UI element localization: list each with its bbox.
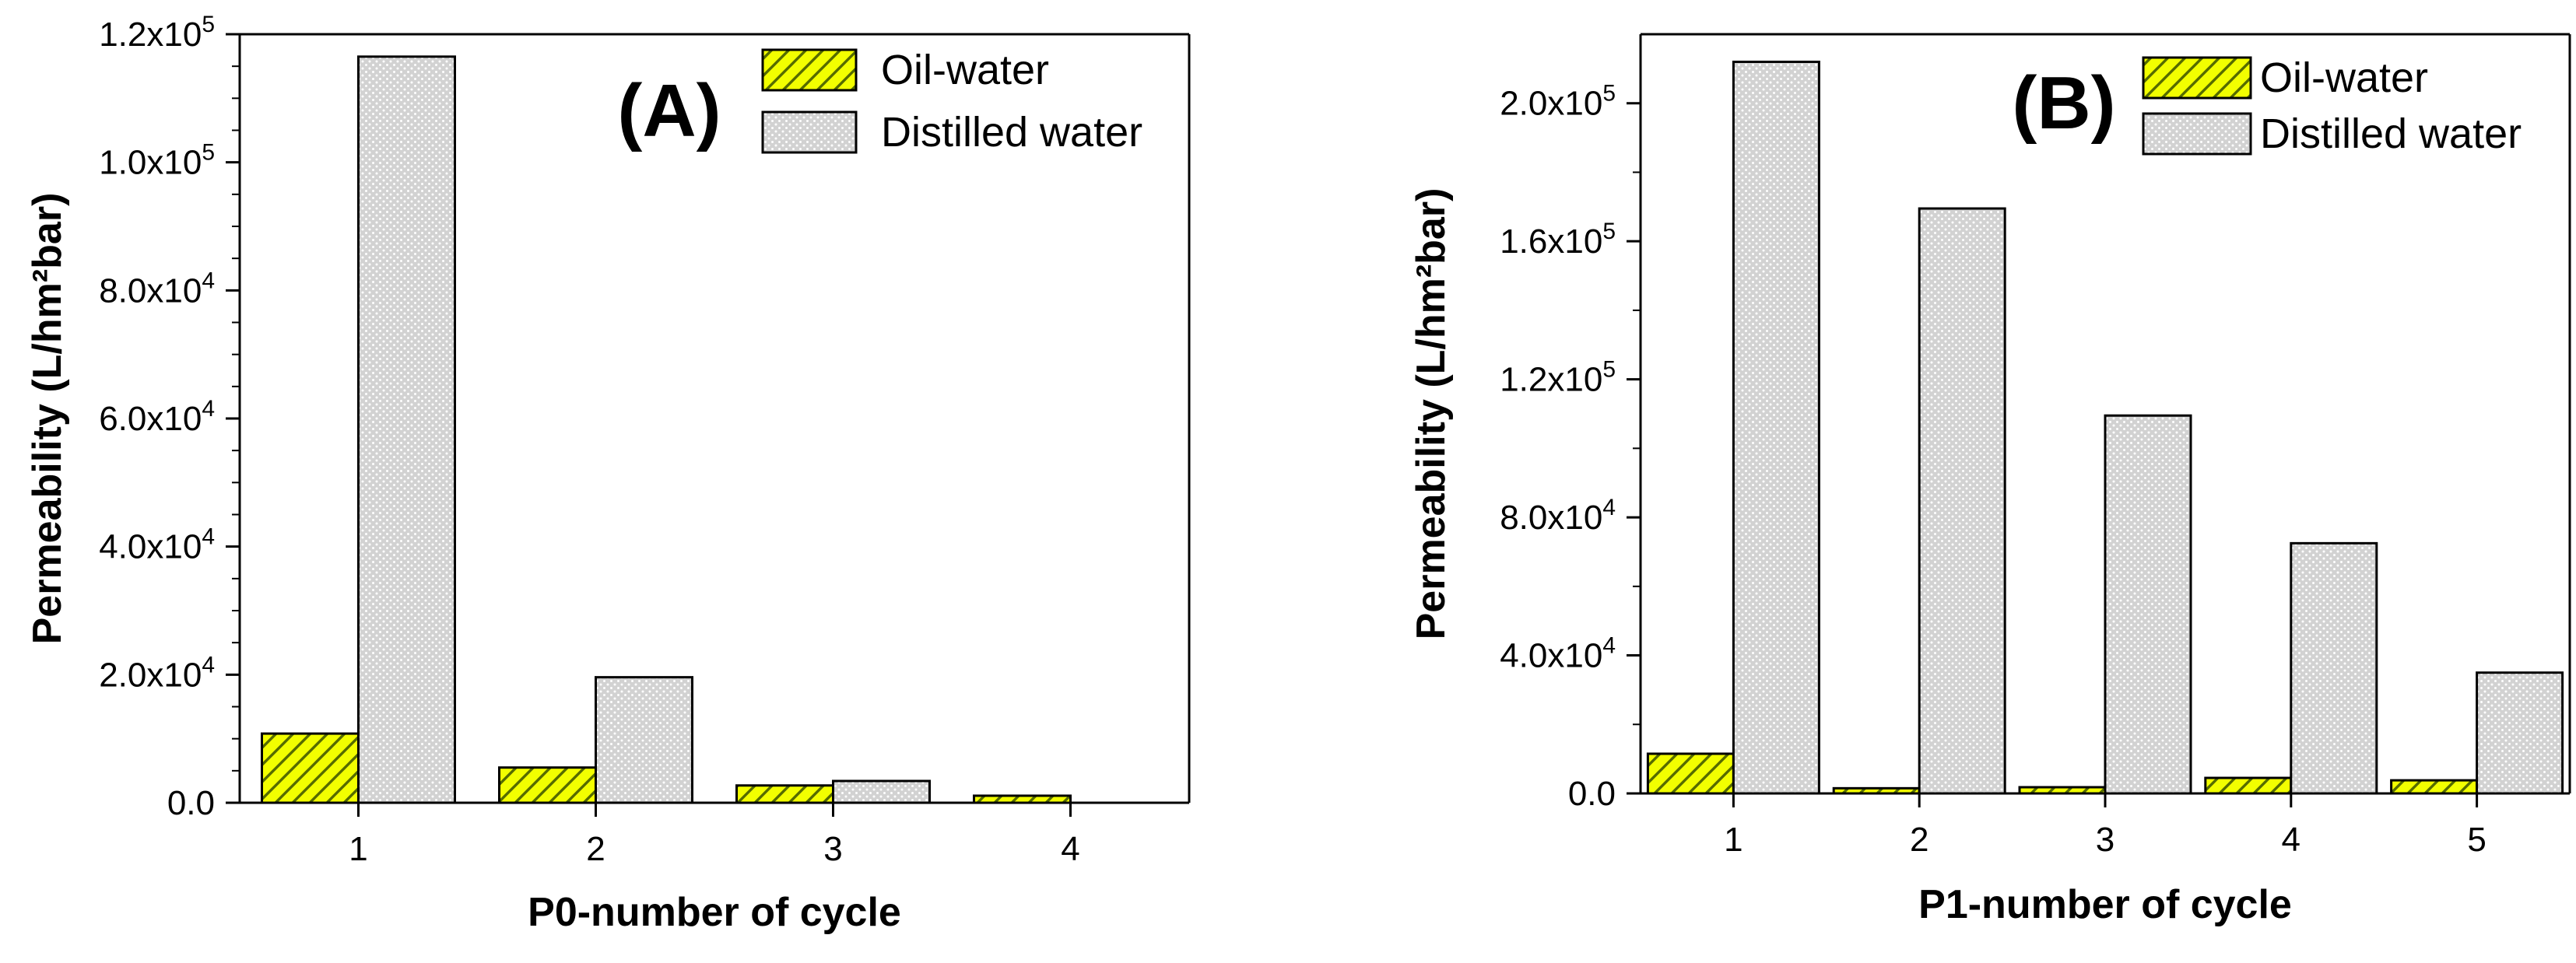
- x-tick-label: 3: [823, 830, 842, 868]
- bar-oil-water-cycle-1: [261, 732, 360, 804]
- x-tick-label: 1: [349, 830, 367, 868]
- y-axis-title: Permeability (L/hm²bar): [1409, 188, 1454, 640]
- y-tick-exponent: 5: [1602, 81, 1616, 107]
- y-tick-exponent: 5: [1602, 357, 1616, 383]
- y-tick-exponent: 4: [202, 524, 215, 550]
- y-tick-mantissa: 1.2x10: [99, 16, 202, 54]
- legend-label-distilled-water: Distilled water: [2260, 110, 2522, 157]
- y-tick-label: 1.6x105: [1500, 219, 1616, 261]
- y-tick-label: 2.0x105: [1500, 81, 1616, 123]
- y-tick-label: 8.0x104: [99, 268, 215, 310]
- y-tick-label: 8.0x104: [1500, 495, 1616, 537]
- y-tick-mantissa: 8.0x10: [1500, 499, 1602, 537]
- bar-distilled-water-cycle-2: [1918, 207, 2006, 795]
- bar-oil-water-cycle-5: [2390, 779, 2479, 795]
- y-tick-exponent: 4: [202, 268, 215, 293]
- panel-label: (B): [2012, 61, 2115, 145]
- x-axis-title: P0-number of cycle: [528, 890, 901, 935]
- x-tick-label: 5: [2467, 821, 2486, 859]
- bar-oil-water-cycle-1: [1646, 752, 1735, 795]
- y-axis-title: Permeability (L/hm²bar): [25, 193, 70, 645]
- y-tick-mantissa: 2.0x10: [99, 656, 202, 694]
- y-tick-exponent: 5: [202, 12, 215, 37]
- y-tick-label: 4.0x104: [99, 524, 215, 566]
- y-tick-label: 4.0x104: [1500, 633, 1616, 675]
- x-axis-title: P1-number of cycle: [1918, 882, 2292, 927]
- x-tick-label: 4: [1061, 830, 1079, 868]
- y-tick-mantissa: 1.0x10: [99, 144, 202, 182]
- panel-label: (A): [617, 69, 721, 152]
- legend-swatch-oil-water: [761, 48, 858, 92]
- legend-swatch-oil-water: [2142, 56, 2252, 100]
- y-tick-label: 2.0x104: [99, 652, 215, 694]
- x-tick-label: 1: [1724, 821, 1742, 859]
- y-tick-mantissa: 1.2x10: [1500, 361, 1602, 399]
- y-tick-exponent: 4: [202, 396, 215, 422]
- bar-distilled-water-cycle-3: [2104, 414, 2192, 795]
- bar-distilled-water-cycle-5: [2476, 671, 2564, 795]
- legend-swatch-distilled-water: [2142, 112, 2252, 156]
- y-tick-exponent: 5: [202, 140, 215, 166]
- y-tick-exponent: 4: [1602, 633, 1616, 659]
- y-tick-mantissa: 2.0x10: [1500, 85, 1602, 123]
- bar-distilled-water-cycle-3: [832, 779, 931, 804]
- y-tick-exponent: 4: [1602, 495, 1616, 520]
- bar-distilled-water-cycle-1: [1732, 60, 1820, 795]
- y-tick-mantissa: 0.0: [1568, 775, 1616, 813]
- x-tick-label: 4: [2282, 821, 2301, 859]
- x-tick-label: 3: [2096, 821, 2114, 859]
- y-tick-mantissa: 1.6x10: [1500, 222, 1602, 261]
- legend-label-oil-water: Oil-water: [2260, 54, 2428, 101]
- bar-oil-water-cycle-3: [735, 784, 834, 804]
- y-tick-label: 1.2x105: [1500, 357, 1616, 399]
- y-tick-label: 0.0: [1568, 775, 1616, 813]
- y-tick-label: 6.0x104: [99, 396, 215, 438]
- y-tick-exponent: 5: [1602, 219, 1616, 244]
- legend-swatch-distilled-water: [761, 110, 858, 154]
- legend-label-oil-water: Oil-water: [881, 47, 1049, 93]
- bar-distilled-water-cycle-2: [595, 676, 693, 804]
- y-tick-mantissa: 8.0x10: [99, 271, 202, 310]
- x-tick-label: 2: [586, 830, 605, 868]
- bar-oil-water-cycle-4: [2204, 776, 2293, 795]
- bar-oil-water-cycle-2: [498, 766, 597, 804]
- y-tick-label: 1.0x105: [99, 140, 215, 182]
- y-tick-label: 0.0: [167, 784, 215, 822]
- bar-distilled-water-cycle-1: [357, 55, 456, 804]
- y-tick-label: 1.2x105: [99, 12, 215, 54]
- y-tick-mantissa: 0.0: [167, 784, 215, 822]
- legend-label-distilled-water: Distilled water: [881, 109, 1142, 156]
- y-tick-mantissa: 4.0x10: [99, 528, 202, 566]
- x-tick-label: 2: [1910, 821, 1928, 859]
- bar-distilled-water-cycle-4: [2290, 541, 2378, 795]
- y-tick-mantissa: 6.0x10: [99, 400, 202, 438]
- y-tick-mantissa: 4.0x10: [1500, 637, 1602, 675]
- y-tick-exponent: 4: [202, 652, 215, 678]
- chart-panel-a: 0.02.0x1044.0x1046.0x1048.0x1041.0x1051.…: [25, 12, 1191, 935]
